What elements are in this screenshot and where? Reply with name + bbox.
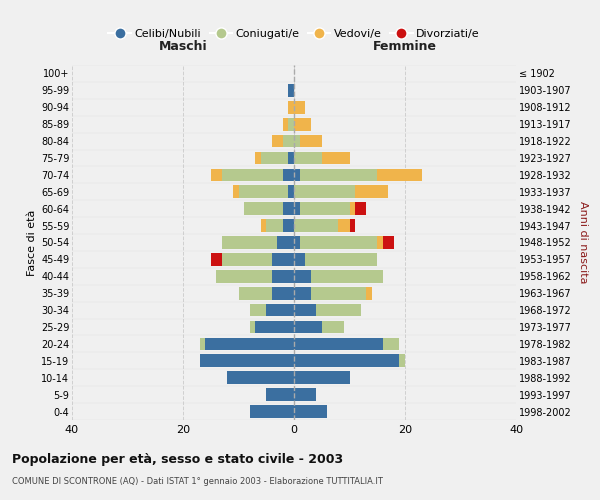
Bar: [289, 186, 294, 198]
Bar: [294, 220, 338, 232]
Bar: [299, 168, 377, 181]
Bar: [400, 354, 405, 367]
Bar: [299, 236, 377, 249]
Bar: [299, 134, 322, 147]
Bar: [289, 152, 294, 164]
Bar: [289, 84, 294, 96]
Bar: [266, 388, 294, 401]
Bar: [305, 253, 377, 266]
Bar: [294, 236, 299, 249]
Bar: [255, 320, 294, 334]
Bar: [255, 152, 260, 164]
Bar: [294, 253, 305, 266]
Bar: [294, 405, 328, 418]
Bar: [250, 304, 266, 316]
Bar: [311, 287, 366, 300]
Bar: [383, 236, 394, 249]
Bar: [294, 304, 316, 316]
Bar: [349, 202, 355, 215]
Bar: [294, 388, 316, 401]
Bar: [294, 320, 322, 334]
Bar: [200, 354, 294, 367]
Bar: [272, 287, 294, 300]
Bar: [294, 101, 305, 114]
Bar: [316, 304, 361, 316]
Bar: [377, 168, 422, 181]
Bar: [366, 287, 372, 300]
Bar: [294, 372, 349, 384]
Bar: [377, 236, 383, 249]
Y-axis label: Fasce di età: Fasce di età: [26, 210, 37, 276]
Bar: [294, 168, 299, 181]
Text: Femmine: Femmine: [373, 40, 437, 53]
Text: Popolazione per età, sesso e stato civile - 2003: Popolazione per età, sesso e stato civil…: [12, 452, 343, 466]
Bar: [383, 338, 400, 350]
Bar: [294, 338, 383, 350]
Bar: [260, 220, 266, 232]
Bar: [277, 236, 294, 249]
Bar: [283, 220, 294, 232]
Bar: [211, 253, 222, 266]
Bar: [322, 320, 344, 334]
Bar: [322, 152, 349, 164]
Bar: [250, 405, 294, 418]
Bar: [289, 118, 294, 130]
Bar: [294, 287, 311, 300]
Bar: [266, 220, 283, 232]
Bar: [355, 202, 366, 215]
Bar: [266, 304, 294, 316]
Bar: [311, 270, 383, 282]
Bar: [349, 220, 355, 232]
Bar: [283, 134, 294, 147]
Bar: [272, 270, 294, 282]
Bar: [294, 186, 355, 198]
Bar: [233, 186, 239, 198]
Bar: [217, 270, 272, 282]
Text: COMUNE DI SCONTRONE (AQ) - Dati ISTAT 1° gennaio 2003 - Elaborazione TUTTITALIA.: COMUNE DI SCONTRONE (AQ) - Dati ISTAT 1°…: [12, 478, 383, 486]
Y-axis label: Anni di nascita: Anni di nascita: [578, 201, 589, 284]
Bar: [260, 152, 289, 164]
Bar: [239, 287, 272, 300]
Bar: [244, 202, 283, 215]
Bar: [222, 253, 272, 266]
Bar: [205, 338, 294, 350]
Bar: [211, 168, 222, 181]
Bar: [294, 152, 322, 164]
Bar: [222, 236, 277, 249]
Bar: [294, 118, 311, 130]
Bar: [283, 118, 289, 130]
Bar: [294, 202, 299, 215]
Bar: [355, 186, 388, 198]
Bar: [250, 320, 255, 334]
Bar: [299, 202, 349, 215]
Bar: [338, 220, 349, 232]
Text: Maschi: Maschi: [158, 40, 208, 53]
Bar: [283, 168, 294, 181]
Bar: [227, 372, 294, 384]
Bar: [272, 134, 283, 147]
Bar: [239, 186, 289, 198]
Bar: [283, 202, 294, 215]
Bar: [294, 134, 299, 147]
Bar: [200, 338, 205, 350]
Bar: [294, 354, 400, 367]
Bar: [294, 270, 311, 282]
Bar: [289, 101, 294, 114]
Bar: [272, 253, 294, 266]
Legend: Celibi/Nubili, Coniugati/e, Vedovi/e, Divorziati/e: Celibi/Nubili, Coniugati/e, Vedovi/e, Di…: [104, 24, 484, 44]
Bar: [222, 168, 283, 181]
